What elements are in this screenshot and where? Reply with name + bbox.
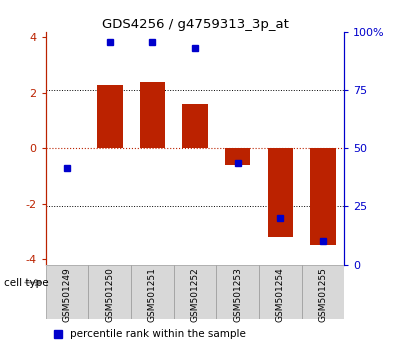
- Text: cell type: cell type: [4, 278, 49, 287]
- Text: normal lung
parenchyma: normal lung parenchyma: [275, 273, 328, 292]
- Bar: [140, 82, 165, 148]
- Bar: [259, 264, 344, 301]
- Bar: [310, 148, 336, 245]
- Bar: [46, 264, 88, 319]
- Text: caseous TB granulomas: caseous TB granulomas: [90, 278, 215, 287]
- Bar: [46, 264, 259, 301]
- Text: GSM501249: GSM501249: [62, 267, 72, 322]
- Bar: [225, 148, 250, 165]
- Title: GDS4256 / g4759313_3p_at: GDS4256 / g4759313_3p_at: [101, 18, 289, 31]
- Bar: [88, 264, 131, 319]
- Bar: [182, 104, 208, 148]
- Bar: [174, 264, 217, 319]
- Bar: [267, 148, 293, 237]
- Text: percentile rank within the sample: percentile rank within the sample: [70, 329, 246, 339]
- Text: GSM501251: GSM501251: [148, 267, 157, 322]
- Text: transformed count: transformed count: [70, 305, 167, 315]
- Text: GSM501254: GSM501254: [276, 267, 285, 322]
- Text: GSM501253: GSM501253: [233, 267, 242, 322]
- Bar: [97, 85, 123, 148]
- Text: GSM501250: GSM501250: [105, 267, 114, 322]
- Bar: [217, 264, 259, 319]
- Bar: [131, 264, 174, 319]
- Bar: [259, 264, 302, 319]
- Text: GSM501255: GSM501255: [318, 267, 328, 322]
- Text: GSM501252: GSM501252: [191, 267, 199, 322]
- Bar: [302, 264, 344, 319]
